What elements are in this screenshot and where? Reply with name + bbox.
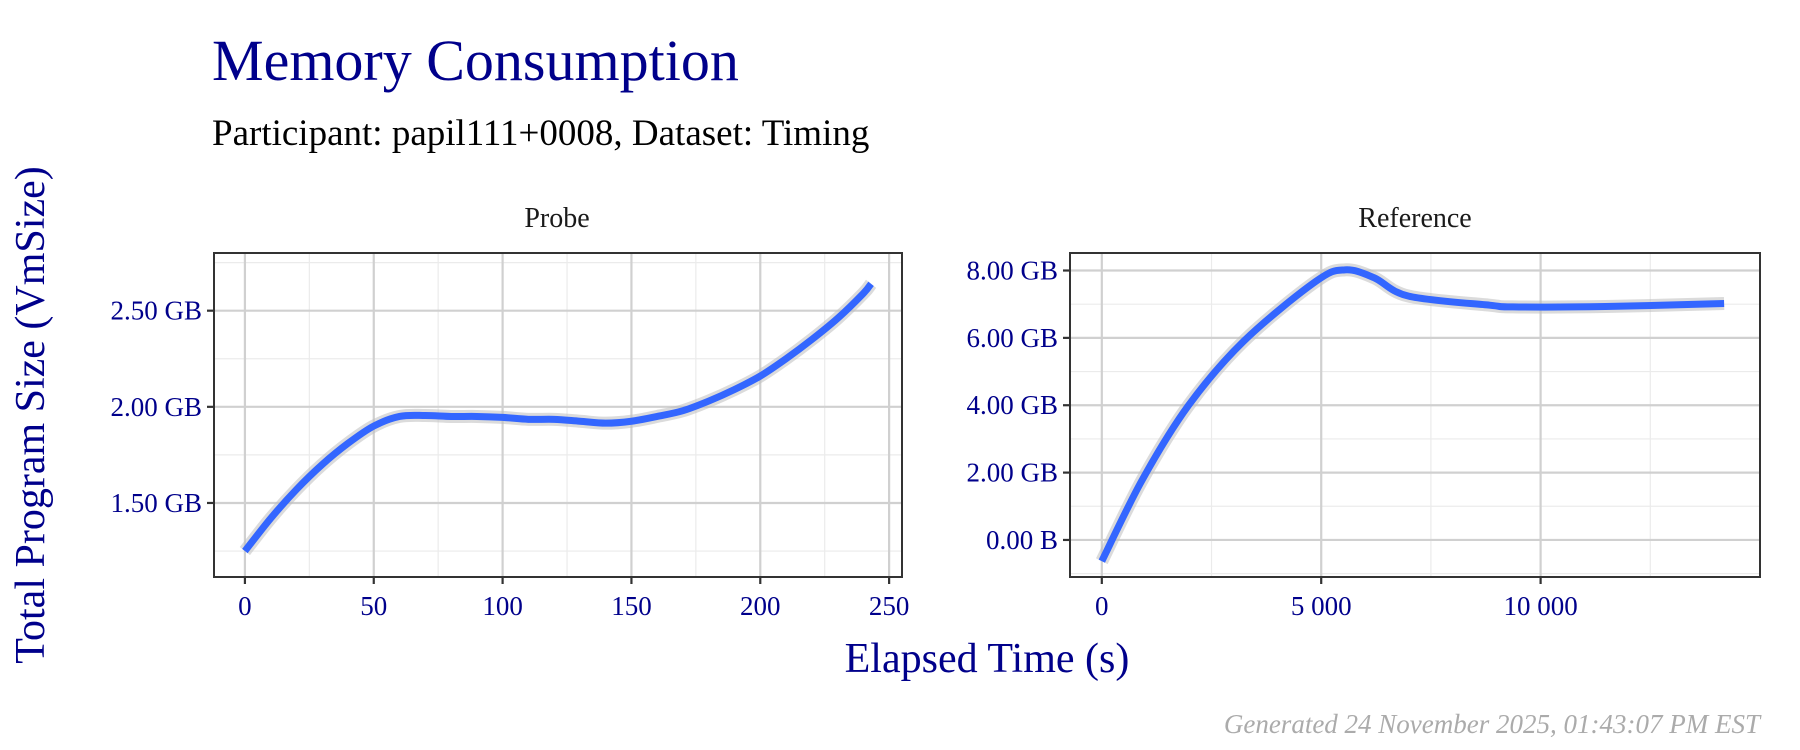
chart-subtitle: Participant: papil111+0008, Dataset: Tim… [212, 113, 869, 154]
series-group [239, 279, 877, 556]
series-line [242, 281, 874, 554]
chart-title: Memory Consumption [212, 28, 739, 93]
y-tick-label: 1.50 GB [110, 488, 202, 518]
series-line [1098, 266, 1725, 563]
y-tick-label: 4.00 GB [966, 390, 1058, 420]
panel-border [213, 252, 903, 578]
x-tick-label: 250 [869, 591, 910, 621]
x-tick-label: 10 000 [1503, 591, 1577, 621]
panel-border [1069, 252, 1761, 578]
x-axis-title: Elapsed Time (s) [845, 636, 1130, 682]
x-tick-label: 150 [611, 591, 652, 621]
y-tick-label: 0.00 B [986, 525, 1058, 555]
panel-label-reference: Reference [1358, 203, 1471, 234]
panel-probe: 0 50 100 150 200 250 1.50 GB 2.00 GB 2.50 GB [110, 252, 910, 621]
x-tick-label: 0 [238, 591, 252, 621]
series-group [1095, 263, 1725, 565]
x-tick-label: 200 [740, 591, 781, 621]
y-tick-label: 6.00 GB [966, 323, 1058, 353]
panel-reference: 0 5 000 10 000 0.00 B 2.00 GB 4.00 GB 6.00 GB 8… [966, 252, 1761, 621]
panel-label-probe: Probe [524, 203, 589, 234]
x-tick-label: 0 [1095, 591, 1109, 621]
x-tick-label: 100 [482, 591, 523, 621]
generated-caption: Generated 24 November 2025, 01:43:07 PM … [1224, 709, 1762, 739]
x-tick-label: 5 000 [1291, 591, 1352, 621]
y-tick-label: 2.50 GB [110, 296, 202, 326]
x-tick-label: 50 [360, 591, 387, 621]
y-tick-label: 2.00 GB [110, 392, 202, 422]
y-axis-title: Total Program Size (VmSize) [8, 166, 54, 663]
y-tick-label: 2.00 GB [966, 458, 1058, 488]
y-tick-label: 8.00 GB [966, 256, 1058, 286]
